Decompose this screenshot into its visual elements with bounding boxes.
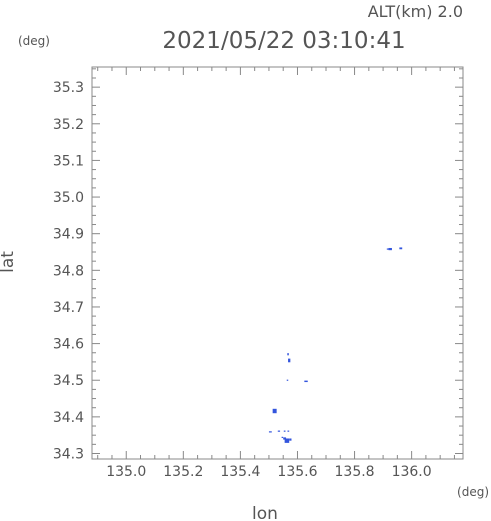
y-tick-label: 35.2	[53, 117, 84, 133]
y-tick-label: 35.1	[53, 153, 84, 169]
y-tick-label: 34.3	[53, 447, 84, 463]
y-tick-label: 34.9	[53, 227, 84, 243]
x-tick-label: 135.2	[163, 464, 203, 480]
data-point	[289, 438, 292, 441]
data-point	[284, 438, 290, 443]
data-point	[287, 353, 289, 356]
data-point	[288, 358, 291, 363]
data-point	[286, 379, 289, 381]
x-tick-label: 135.8	[335, 464, 375, 480]
plot-frame	[91, 66, 464, 460]
y-tick-label: 34.4	[53, 410, 84, 426]
data-point	[272, 408, 277, 414]
y-tick-label: 35.3	[53, 80, 84, 96]
y-tick-label: 35.0	[53, 190, 84, 206]
data-points	[268, 247, 403, 443]
y-tick-label: 34.5	[53, 373, 84, 389]
y-unit-label: (deg)	[18, 34, 50, 48]
x-tick-label: 135.6	[277, 464, 317, 480]
data-point	[388, 247, 392, 251]
chart-subtitle: ALT(km) 2.0	[368, 2, 463, 21]
x-tick-label: 136.0	[392, 464, 432, 480]
data-point	[283, 430, 286, 432]
y-tick-label: 34.6	[53, 337, 84, 353]
data-point	[268, 431, 272, 433]
y-tick-label: 34.7	[53, 300, 84, 316]
data-point	[281, 436, 284, 438]
chart-title: 2021/05/22 03:10:41	[162, 28, 405, 54]
x-unit-label: (deg)	[457, 485, 489, 499]
data-point	[386, 248, 389, 250]
data-point	[304, 380, 308, 383]
axis-ticks: 135.0 135.2 135.4 135.6 135.8 136.0 34.3 34.4 34…	[53, 67, 463, 480]
x-axis-label: lon	[252, 504, 278, 521]
y-axis-label: lat	[0, 251, 18, 273]
y-tick-label: 34.8	[53, 263, 84, 279]
data-point	[287, 430, 290, 432]
data-point	[399, 247, 403, 250]
data-point	[277, 430, 281, 432]
x-tick-label: 135.4	[220, 464, 260, 480]
x-tick-label: 135.0	[106, 464, 146, 480]
